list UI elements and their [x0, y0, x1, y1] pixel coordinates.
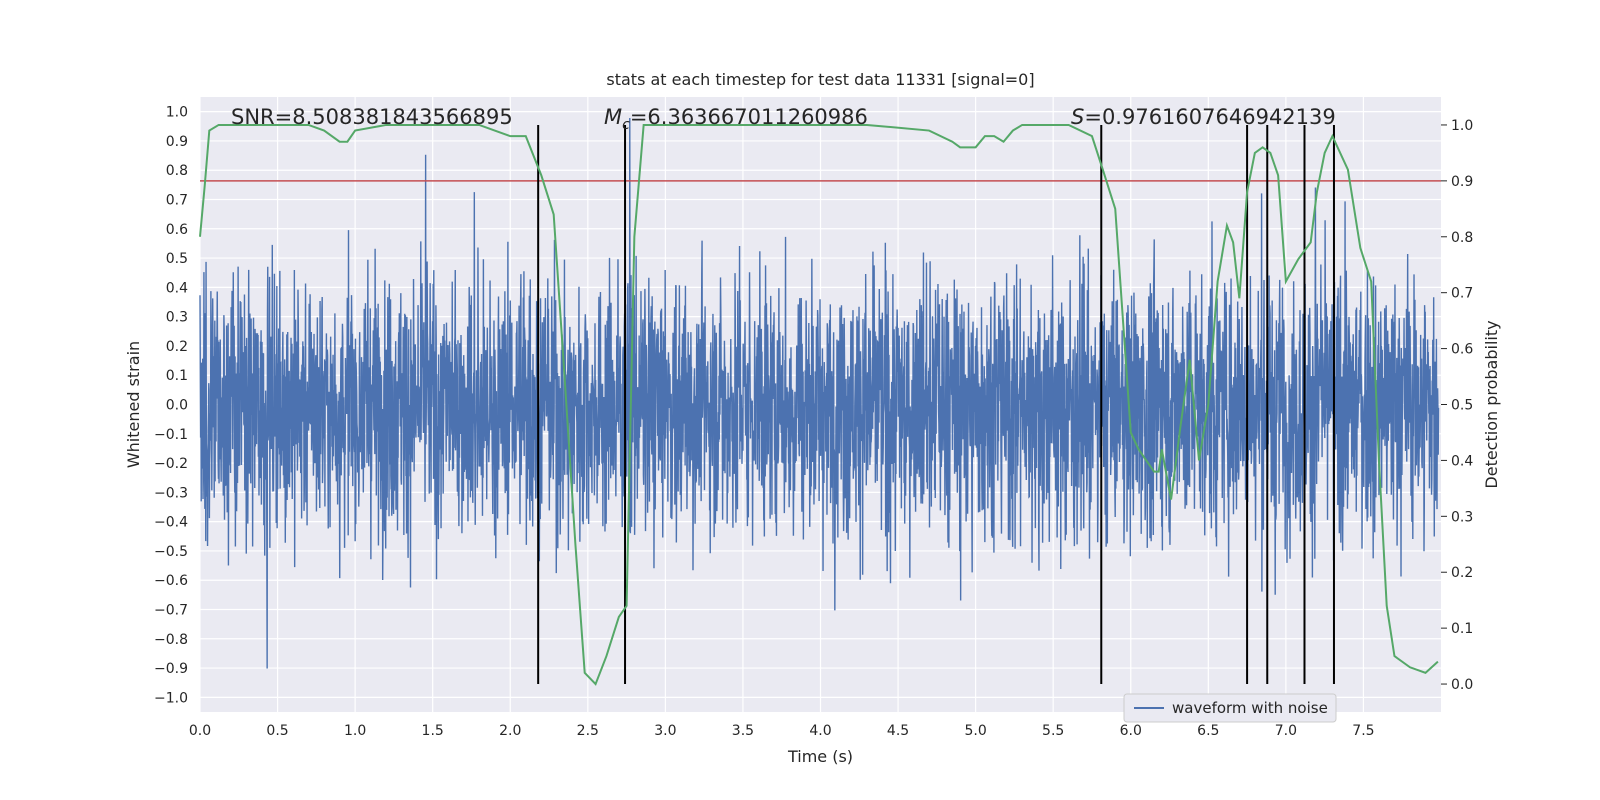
- y-tick-label: −0.7: [154, 603, 188, 619]
- y-tick-label: 0.9: [166, 134, 188, 150]
- y-tick-label: 0.7: [166, 193, 188, 209]
- s-statistic-annotation: S=0.976160764694213​9: [1071, 105, 1336, 129]
- x-tick-label: 3.0: [654, 723, 676, 739]
- x-tick-label: 0.5: [266, 723, 288, 739]
- y-tick-label: −0.6: [154, 573, 188, 589]
- legend-label: waveform with noise: [1172, 699, 1328, 717]
- x-tick-label: 2.5: [577, 723, 599, 739]
- x-tick-label: 4.5: [887, 723, 909, 739]
- y2-axis-label: Detection probability: [1482, 320, 1501, 488]
- vertical-markers: [537, 124, 1335, 685]
- detection-probability-series: [199, 123, 1439, 686]
- legend-box: [1123, 693, 1337, 723]
- y-tick-label: 0.5: [166, 251, 188, 267]
- y-tick-label: 1.0: [166, 105, 188, 121]
- x-tick-label: 6.0: [1120, 723, 1142, 739]
- y-tick-label: −0.3: [154, 485, 188, 501]
- y-tick-label: −0.5: [154, 544, 188, 560]
- x-axis-label: Time (s): [787, 747, 853, 766]
- y2-tick-label: 0.5: [1451, 398, 1473, 414]
- x-tick-label: 0.0: [189, 723, 211, 739]
- chirp-mass-annotation: Mc=6.363667011260986: [604, 105, 868, 133]
- y-tick-label: −1.0: [154, 690, 188, 706]
- y2-tick-label: 0.0: [1451, 677, 1473, 693]
- y-tick-label: 0.3: [166, 310, 188, 326]
- x-tick-label: 6.5: [1197, 723, 1219, 739]
- y-tick-label: −0.8: [154, 632, 188, 648]
- y2-tick-labels: 1.0 0.9 0.8 0.7 0.6 0.5 0.4 0.3 0.2 0.1 0.0: [1441, 118, 1473, 693]
- x-tick-label: 1.5: [422, 723, 444, 739]
- chart-title: stats at each timestep for test data 113…: [606, 70, 1034, 89]
- y-tick-label: −0.4: [154, 515, 188, 531]
- y-tick-label: −0.9: [154, 661, 188, 677]
- y2-tick-label: 0.3: [1451, 509, 1473, 525]
- y-tick-labels: 1.0 0.9 0.8 0.7 0.6 0.5 0.4 0.3 0.2 0.1 0.0 −0.1 −0.…: [154, 105, 188, 707]
- y-tick-label: 0.6: [166, 222, 188, 238]
- y-tick-label: −0.1: [154, 427, 188, 443]
- chirp-mass-symbol: M: [604, 105, 622, 129]
- chirp-mass-value: =6.363667011260986: [630, 105, 868, 129]
- y-tick-label: 0.4: [166, 280, 188, 296]
- y2-tick-label: 0.8: [1451, 230, 1473, 246]
- y-tick-label: 0.8: [166, 163, 188, 179]
- chirp-mass-subscript: c: [622, 117, 630, 133]
- x-tick-label: 5.5: [1042, 723, 1064, 739]
- s-symbol: S: [1071, 105, 1084, 129]
- y2-tick-label: 0.9: [1451, 174, 1473, 190]
- x-tick-labels: 0.0 0.5 1.0 1.5 2.0 2.5 3.0 3.5 4.0 4.5 5.0 5.5 6.0 6…: [189, 723, 1375, 739]
- legend: waveform with noise: [1123, 693, 1337, 723]
- x-tick-label: 1.0: [344, 723, 366, 739]
- y2-tick-label: 0.4: [1451, 453, 1473, 469]
- y-tick-label: −0.2: [154, 456, 188, 472]
- s-value: =0.976160764694213​9: [1084, 105, 1335, 129]
- y-tick-label: 0.1: [166, 368, 188, 384]
- x-tick-label: 2.0: [499, 723, 521, 739]
- y-tick-label: 0.2: [166, 339, 188, 355]
- y2-tick-label: 1.0: [1451, 118, 1473, 134]
- waveform-line: [199, 117, 1440, 669]
- x-tick-label: 3.5: [732, 723, 754, 739]
- y-tick-label: 0.0: [166, 398, 188, 414]
- y2-tick-label: 0.1: [1451, 621, 1473, 637]
- x-tick-label: 7.5: [1352, 723, 1374, 739]
- y2-tick-label: 0.6: [1451, 342, 1473, 358]
- x-tick-label: 7.0: [1275, 723, 1297, 739]
- y2-tick-label: 0.7: [1451, 286, 1473, 302]
- x-tick-label: 5.0: [964, 723, 986, 739]
- x-tick-label: 4.0: [809, 723, 831, 739]
- waveform-series: [199, 117, 1440, 669]
- y2-tick-label: 0.2: [1451, 565, 1473, 581]
- snr-annotation: SNR=8.508381843566895: [231, 105, 513, 129]
- y-axis-label: Whitened strain: [124, 341, 143, 468]
